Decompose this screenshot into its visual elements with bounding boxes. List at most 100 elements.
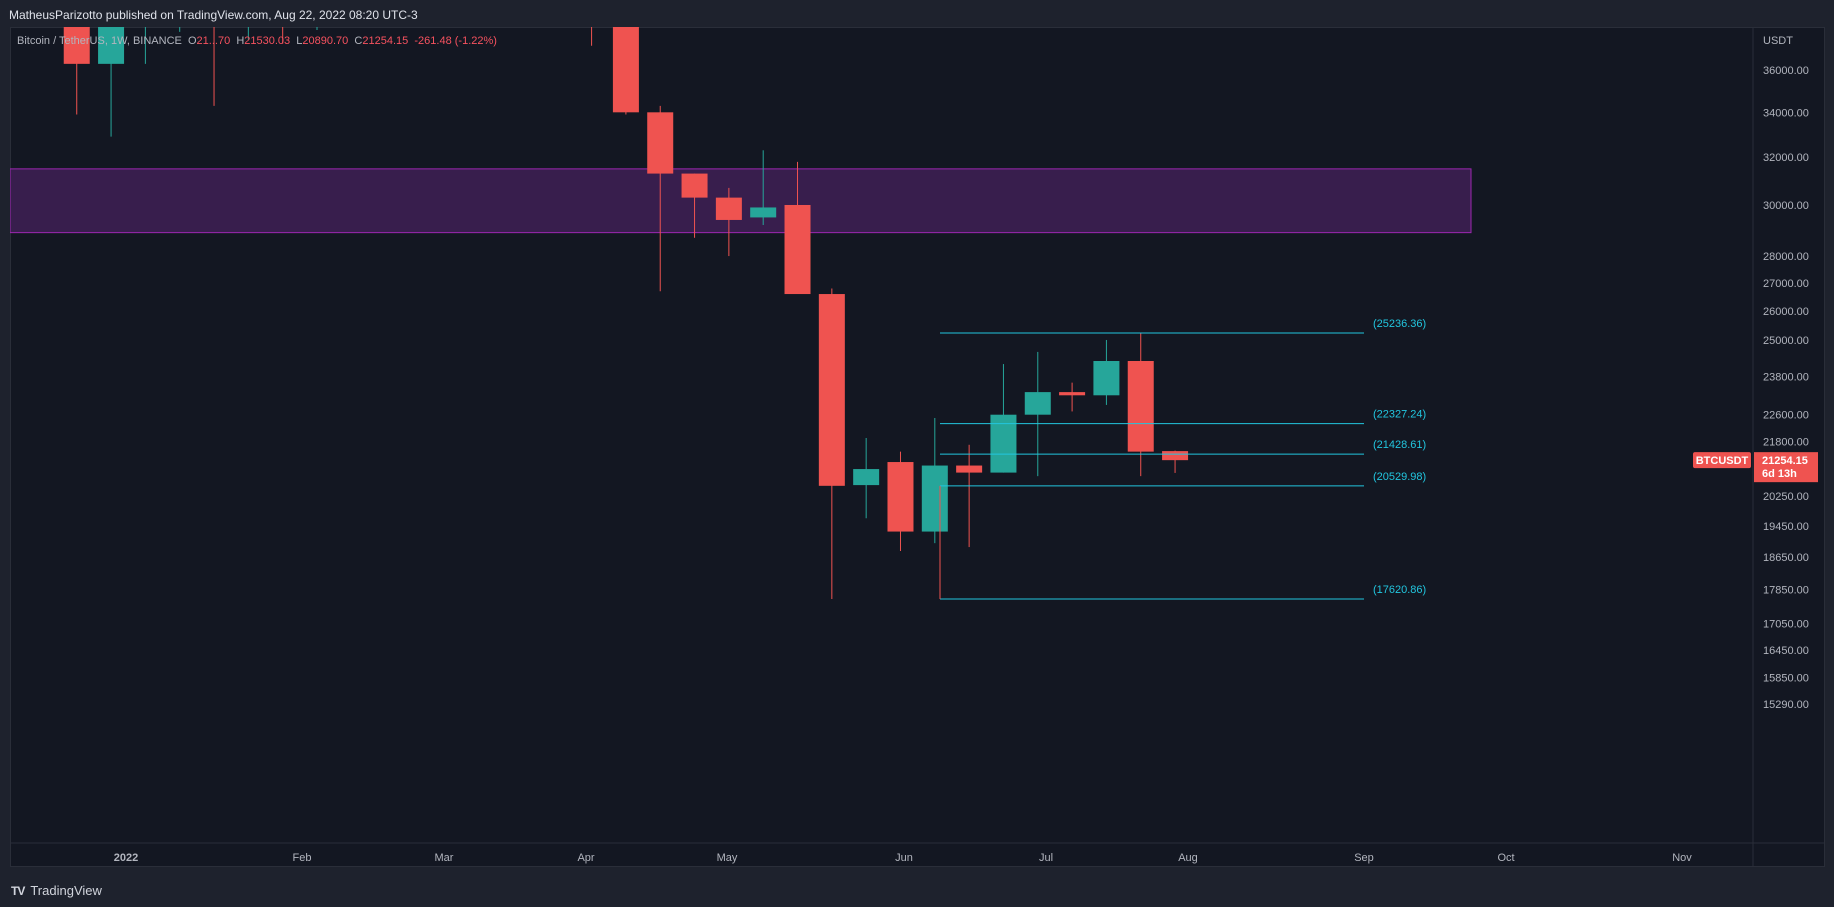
candle-body [63,27,90,64]
time-tick-label: Apr [577,852,594,864]
price-tick-label: 15290.00 [1763,699,1809,711]
candle-2022-05-16 [681,173,708,238]
candle-body [270,0,296,11]
candle-2022-02-07 [213,27,215,106]
candle-body [784,204,811,295]
chart-canvas[interactable]: (25236.36) (22327.24) (21428.61) (20529.98)… [0,0,1834,877]
time-tick-label: Jul [1039,852,1053,864]
price-tick-label: 25000.00 [1763,335,1809,347]
price-tick-label: 23800.00 [1763,371,1809,383]
price-tick-label: 28000.00 [1763,251,1809,263]
candle-2022-07-18 [990,364,1017,473]
candle-body [818,294,845,486]
plot-layer [10,0,1472,600]
time-tick-label: Feb [293,852,312,864]
bottom-bar [0,877,1834,907]
legend-low-label: L [296,35,303,47]
price-tick-label: 26000.00 [1763,306,1809,318]
symbol-tag-text: BTCUSDT [1696,455,1749,467]
time-tick-label: Mar [435,852,454,864]
candle-body [1162,451,1189,461]
candle-2022-06-06 [784,161,811,295]
symbol-title: Bitcoin / TetherUS, 1W, BINANCE [17,35,182,47]
candle-2022-08-15 [1127,333,1154,477]
last-price-tag-bg [1754,452,1818,483]
legend-high-value: 21530.03 [244,35,291,47]
candle-body [715,197,742,220]
time-tick-label: Aug [1178,852,1198,864]
candle-body [132,0,158,15]
candle-body [304,0,330,11]
candle-body [990,414,1017,473]
candle-2022-05-30 [750,150,777,225]
legend-open-value: 21...70 [196,35,231,47]
price-tick-label: 30000.00 [1763,200,1809,212]
candle-2022-05-02 [612,27,639,115]
candle-body [1127,360,1154,452]
last-price-value: 21254.15 [1762,455,1808,467]
fib-level-label: (17620.86) [1373,584,1426,596]
price-axis-unit: USDT [1763,35,1793,47]
candle-body [921,465,948,532]
price-tick-label: 17050.00 [1763,618,1809,630]
time-tick-label: 2022 [114,852,138,864]
candle-body [750,207,777,218]
candle-2022-07-25 [1024,351,1051,477]
price-tick-label: 16450.00 [1763,645,1809,657]
price-tick-label: 21800.00 [1763,436,1809,448]
legend-low-value: 20890.70 [302,35,349,47]
candle-2022-06-27 [887,451,914,551]
price-tick-label: 22600.00 [1763,410,1809,422]
fib-level-label: (20529.98) [1373,471,1426,483]
candle-countdown: 6d 13h [1762,468,1797,480]
candle-body [887,462,914,532]
price-tick-label: 17850.00 [1763,584,1809,596]
candle-2022-08-01 [1059,382,1086,412]
candle-2022-07-11 [956,444,983,548]
symbol-tag-bg [1693,452,1751,469]
brand-name: TradingView [30,883,102,898]
candle-2022-04-25 [591,27,593,46]
candle-2022-02-28 [304,0,330,30]
price-tick-label: 18650.00 [1763,552,1809,564]
candle-2022-07-04 [921,417,948,544]
candle-body [681,173,708,198]
candle-2022-01-17 [98,27,125,137]
top-bar: MatheusParizotto published on TradingVie… [0,0,1834,27]
time-tick-label: Sep [1354,852,1374,864]
candle-2022-01-24 [132,0,158,64]
price-tick-label: 34000.00 [1763,107,1809,119]
time-tick-label: Oct [1497,852,1514,864]
legend-close-value: 21254.15 [362,35,409,47]
candle-2022-01-10 [63,27,90,115]
symbol-legend: Bitcoin / TetherUS, 1W, BINANCE O21...70… [17,35,497,47]
candle-2022-06-20 [853,437,880,519]
price-tick-label: 32000.00 [1763,152,1809,164]
fib-level-label: (22327.24) [1373,409,1426,421]
candle-body [1093,360,1120,396]
candle-body [1059,392,1086,396]
candle-body [853,469,880,486]
chart-frame[interactable] [10,27,1825,867]
candle-2022-02-14 [247,27,249,40]
tradingview-logo-icon: TV [11,883,25,898]
fib-level-label: (21428.61) [1373,439,1426,451]
time-tick-label: May [717,852,738,864]
price-tick-label: 20250.00 [1763,491,1809,503]
published-by-text: MatheusParizotto published on TradingVie… [9,8,418,22]
price-tick-label: 15850.00 [1763,672,1809,684]
legend-high-label: H [236,35,245,47]
candle-2022-06-13 [818,288,845,599]
price-tick-label: 36000.00 [1763,65,1809,77]
candle-body [956,465,983,473]
price-tick-label: 19450.00 [1763,521,1809,533]
legend-open-label: O [187,35,197,47]
price-tick-label: 27000.00 [1763,278,1809,290]
time-tick-label: Nov [1672,852,1692,864]
tradingview-brand[interactable]: TV TradingView [11,883,102,898]
candle-body [1024,392,1051,415]
candle-2022-05-09 [647,105,674,292]
time-tick-label: Jun [895,852,913,864]
legend-close-label: C [354,35,363,47]
candle-2022-01-31 [179,27,181,32]
